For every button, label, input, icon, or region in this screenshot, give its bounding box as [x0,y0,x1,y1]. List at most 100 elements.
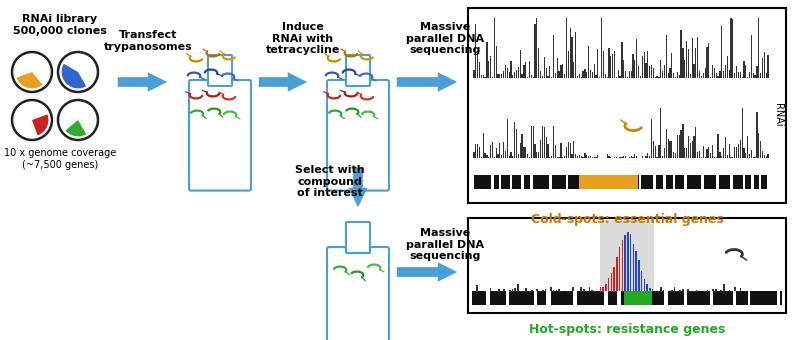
Bar [525,148,526,158]
Bar [627,77,628,78]
Bar [603,157,604,158]
Bar [550,287,552,292]
Bar [710,77,711,78]
Bar [510,175,513,189]
Bar [487,291,489,292]
Bar [599,287,601,292]
Bar [663,175,666,189]
Bar [633,54,634,78]
Circle shape [12,100,52,140]
Bar [612,54,614,78]
Bar [527,154,528,158]
Bar [758,18,759,78]
Bar [522,291,524,292]
Bar [678,75,680,78]
Bar [721,156,722,158]
Bar [536,289,538,292]
Bar [605,157,606,158]
Bar [654,77,656,78]
Bar [606,154,608,158]
Bar [546,291,551,305]
Bar [468,218,786,313]
Bar [605,74,606,78]
Bar [612,157,614,158]
Bar [499,143,501,158]
Bar [490,56,491,78]
Bar [551,77,552,78]
Bar [506,291,509,305]
Bar [658,77,659,78]
Bar [641,175,656,189]
Bar [719,71,721,78]
Bar [690,74,691,78]
Bar [512,156,514,158]
Bar [737,291,738,292]
Bar [520,291,522,292]
Bar [653,175,655,189]
Bar [595,157,597,158]
Bar [618,70,619,78]
Bar [503,175,525,189]
Bar [586,72,587,78]
Bar [748,291,750,305]
Bar [704,291,706,292]
Bar [730,157,732,158]
Bar [682,124,683,158]
Bar [753,73,754,78]
Bar [482,75,484,78]
Bar [754,157,756,158]
Bar [522,175,524,189]
Bar [580,287,582,292]
Bar [492,77,493,78]
Bar [501,155,502,158]
Bar [542,76,543,78]
Bar [643,279,645,292]
Bar [557,175,574,189]
Bar [767,54,769,78]
Bar [760,141,762,158]
Bar [715,175,731,189]
Bar [636,156,638,158]
Bar [525,62,526,78]
Bar [600,220,654,290]
Bar [566,175,569,189]
Bar [472,291,782,305]
Bar [542,126,543,158]
Bar [684,148,686,158]
Bar [582,157,584,158]
Bar [520,143,521,158]
Bar [743,148,745,158]
Bar [654,146,656,158]
Bar [660,108,662,158]
Bar [725,137,726,158]
Bar [477,144,478,158]
Bar [484,291,486,292]
Bar [494,18,495,78]
Bar [556,289,558,292]
Bar [586,291,587,292]
Bar [482,291,483,292]
Bar [618,291,621,305]
Bar [490,146,491,158]
Bar [667,73,669,78]
Bar [544,175,553,189]
Bar [729,144,730,158]
Bar [721,27,722,78]
Bar [529,61,530,78]
Bar [662,175,670,189]
Bar [664,65,665,78]
Text: Massive
parallel DNA
sequencing: Massive parallel DNA sequencing [406,228,484,261]
Bar [723,284,725,292]
Bar [662,156,663,158]
Bar [630,234,631,292]
Bar [701,76,702,78]
Bar [697,175,710,189]
Bar [533,126,534,158]
Bar [716,73,717,78]
Bar [629,71,630,78]
Bar [490,288,491,292]
Bar [614,51,615,78]
Bar [544,128,545,158]
Text: Cold-spots: essential genes: Cold-spots: essential genes [530,213,723,226]
Bar [512,75,514,78]
